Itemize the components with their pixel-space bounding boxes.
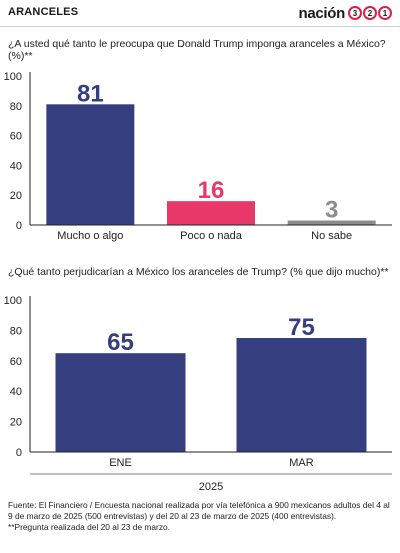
y-tick-label: 100 <box>4 71 22 83</box>
y-tick-label: 40 <box>10 386 22 398</box>
brand-digit: 3 <box>348 6 362 20</box>
section-tag: ARANCELES <box>8 6 79 18</box>
x-tick-label: ENE <box>109 457 132 469</box>
chart1-plot: 0 20 40 60 80 100 81 Mucho o algo 16 Poco o nada 3… <box>4 71 392 242</box>
y-tick-label: 20 <box>10 190 22 202</box>
footer-source: Fuente: El Financiero / Encuesta naciona… <box>8 500 394 533</box>
bar <box>167 201 255 225</box>
bar-value-label: 16 <box>198 177 225 204</box>
y-tick-label: 80 <box>10 325 22 337</box>
group-label: 2025 <box>199 481 223 493</box>
bar <box>46 104 135 225</box>
bar-value-label: 81 <box>77 80 104 107</box>
brand-name: nación <box>298 4 345 22</box>
bar <box>55 353 186 452</box>
header-bar: ARANCELES nación 3 2 1 <box>0 0 400 27</box>
bar <box>287 220 376 225</box>
brand-digit: 1 <box>378 6 392 20</box>
bar-value-label: 75 <box>288 314 315 341</box>
x-tick-label: MAR <box>289 457 314 469</box>
bar-value-label: 3 <box>325 197 338 224</box>
y-tick-label: 60 <box>10 131 22 143</box>
bar <box>236 338 367 452</box>
x-tick-label: Mucho o algo <box>57 230 123 242</box>
y-tick-label: 20 <box>10 417 22 429</box>
source-text: Fuente: El Financiero / Encuesta naciona… <box>8 500 390 521</box>
y-tick-label: 0 <box>16 220 22 232</box>
x-tick-label: No sabe <box>311 230 352 242</box>
note-text: **Pregunta realizada del 20 al 23 de mar… <box>8 522 171 532</box>
chart1-question: ¿A usted qué tanto le preocupa que Donal… <box>8 38 386 62</box>
x-tick-label: Poco o nada <box>180 230 243 242</box>
brand-logo: nación 3 2 1 <box>298 3 392 23</box>
y-tick-label: 60 <box>10 356 22 368</box>
chart2-plot: 0 20 40 60 80 100 65 ENE 75 MAR 2025 <box>4 295 392 493</box>
y-tick-label: 0 <box>16 447 22 459</box>
brand-digit: 2 <box>363 6 377 20</box>
y-tick-label: 80 <box>10 101 22 113</box>
y-tick-label: 40 <box>10 160 22 172</box>
chart2-question: ¿Qué tanto perjudicarían a México los ar… <box>8 266 389 278</box>
bar-value-label: 65 <box>107 329 134 356</box>
y-tick-label: 100 <box>4 295 22 307</box>
